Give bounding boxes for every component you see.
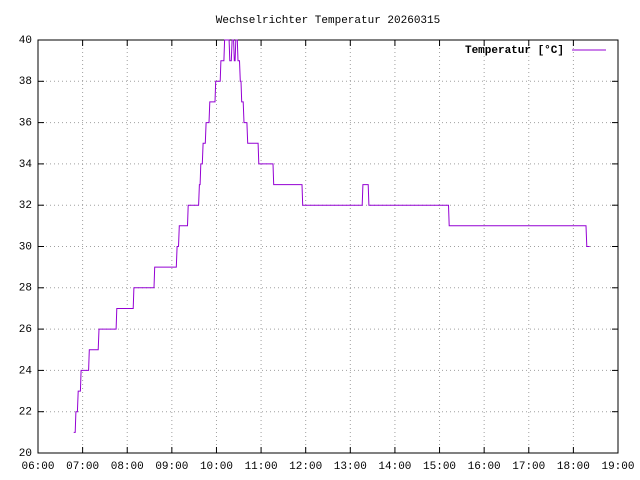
y-tick-label: 22 bbox=[19, 407, 32, 419]
x-tick-label: 11:00 bbox=[245, 461, 278, 473]
y-tick-label: 34 bbox=[19, 159, 33, 171]
x-tick-label: 16:00 bbox=[468, 461, 501, 473]
x-tick-label: 09:00 bbox=[155, 461, 188, 473]
x-tick-label: 17:00 bbox=[512, 461, 545, 473]
y-tick-label: 30 bbox=[19, 241, 32, 253]
y-tick-label: 32 bbox=[19, 200, 32, 212]
x-tick-label: 08:00 bbox=[111, 461, 144, 473]
x-tick-label: 07:00 bbox=[66, 461, 99, 473]
legend-label: Temperatur [°C] bbox=[465, 45, 564, 57]
y-tick-label: 28 bbox=[19, 283, 32, 295]
x-tick-label: 13:00 bbox=[334, 461, 367, 473]
x-tick-label: 18:00 bbox=[557, 461, 590, 473]
y-tick-label: 40 bbox=[19, 35, 32, 47]
y-tick-label: 36 bbox=[19, 118, 32, 130]
y-tick-label: 24 bbox=[19, 365, 33, 377]
x-tick-label: 15:00 bbox=[423, 461, 456, 473]
x-tick-label: 19:00 bbox=[601, 461, 634, 473]
data-line bbox=[73, 39, 590, 433]
y-tick-label: 20 bbox=[19, 448, 32, 460]
plot-border bbox=[37, 39, 619, 454]
x-tick-label: 14:00 bbox=[378, 461, 411, 473]
x-tick-label: 06:00 bbox=[21, 461, 54, 473]
chart-title: Wechselrichter Temperatur 20260315 bbox=[216, 15, 440, 27]
x-tick-label: 12:00 bbox=[289, 461, 322, 473]
x-tick-label: 10:00 bbox=[200, 461, 233, 473]
y-tick-label: 26 bbox=[19, 324, 32, 336]
y-tick-label: 38 bbox=[19, 76, 32, 88]
